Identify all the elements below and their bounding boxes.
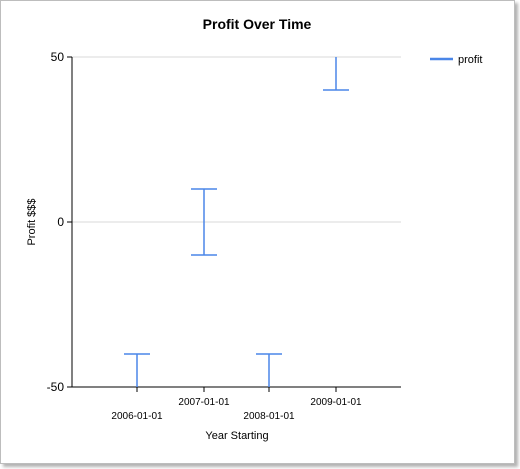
error-bars <box>124 57 349 387</box>
y-ticks: -50 0 50 <box>47 50 72 394</box>
legend-label-profit: profit <box>458 54 482 66</box>
chart-frame: Profit Over Time -50 0 50 2006-01-01 2007-0… <box>0 0 515 464</box>
legend: profit <box>430 54 482 66</box>
chart-title: Profit Over Time <box>203 16 312 32</box>
x-ticks: 2006-01-01 2007-01-01 2008-01-01 2009-01-01 <box>111 387 362 422</box>
y-tick-label-2: 50 <box>51 50 65 64</box>
y-tick-label-0: -50 <box>47 380 65 394</box>
y-axis-label: Profit $$$ <box>26 198 38 245</box>
x-tick-label-0: 2006-01-01 <box>111 411 163 422</box>
x-tick-label-2: 2008-01-01 <box>243 411 295 422</box>
chart: Profit Over Time -50 0 50 2006-01-01 2007-0… <box>26 16 482 442</box>
gridlines <box>72 56 401 223</box>
y-tick-label-1: 0 <box>57 215 64 229</box>
x-axis-label: Year Starting <box>205 430 268 442</box>
x-tick-label-1: 2007-01-01 <box>178 397 230 408</box>
x-tick-label-3: 2009-01-01 <box>310 397 362 408</box>
